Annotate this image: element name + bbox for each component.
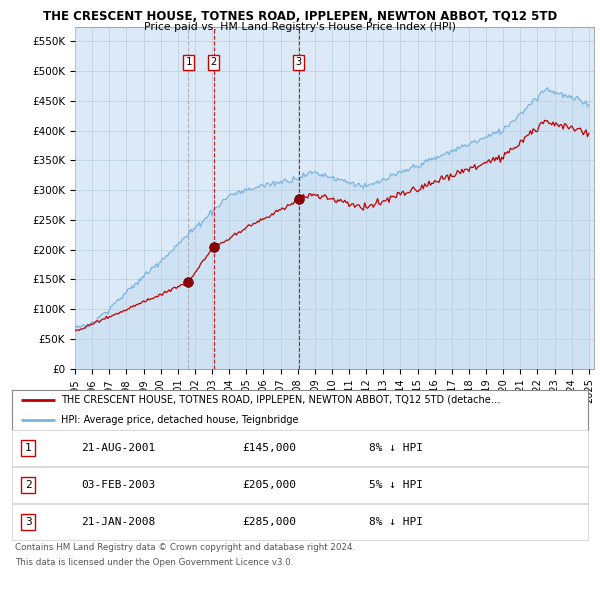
- Text: Price paid vs. HM Land Registry's House Price Index (HPI): Price paid vs. HM Land Registry's House …: [144, 22, 456, 32]
- Text: 8% ↓ HPI: 8% ↓ HPI: [369, 443, 423, 453]
- Text: 2: 2: [211, 57, 217, 67]
- Text: £285,000: £285,000: [242, 517, 296, 527]
- Text: Contains HM Land Registry data © Crown copyright and database right 2024.: Contains HM Land Registry data © Crown c…: [15, 543, 355, 552]
- Text: THE CRESCENT HOUSE, TOTNES ROAD, IPPLEPEN, NEWTON ABBOT, TQ12 5TD (detache…: THE CRESCENT HOUSE, TOTNES ROAD, IPPLEPE…: [61, 395, 500, 405]
- Text: 03-FEB-2003: 03-FEB-2003: [81, 480, 155, 490]
- Text: 3: 3: [25, 517, 32, 527]
- Text: £205,000: £205,000: [242, 480, 296, 490]
- Text: 21-AUG-2001: 21-AUG-2001: [81, 443, 155, 453]
- Text: 1: 1: [185, 57, 191, 67]
- Text: HPI: Average price, detached house, Teignbridge: HPI: Average price, detached house, Teig…: [61, 415, 298, 425]
- Text: £145,000: £145,000: [242, 443, 296, 453]
- Text: 3: 3: [296, 57, 302, 67]
- Text: 2: 2: [25, 480, 32, 490]
- Text: This data is licensed under the Open Government Licence v3.0.: This data is licensed under the Open Gov…: [15, 558, 293, 567]
- Text: THE CRESCENT HOUSE, TOTNES ROAD, IPPLEPEN, NEWTON ABBOT, TQ12 5TD: THE CRESCENT HOUSE, TOTNES ROAD, IPPLEPE…: [43, 10, 557, 23]
- Text: 8% ↓ HPI: 8% ↓ HPI: [369, 517, 423, 527]
- Text: 1: 1: [25, 443, 32, 453]
- Text: 21-JAN-2008: 21-JAN-2008: [81, 517, 155, 527]
- Text: 5% ↓ HPI: 5% ↓ HPI: [369, 480, 423, 490]
